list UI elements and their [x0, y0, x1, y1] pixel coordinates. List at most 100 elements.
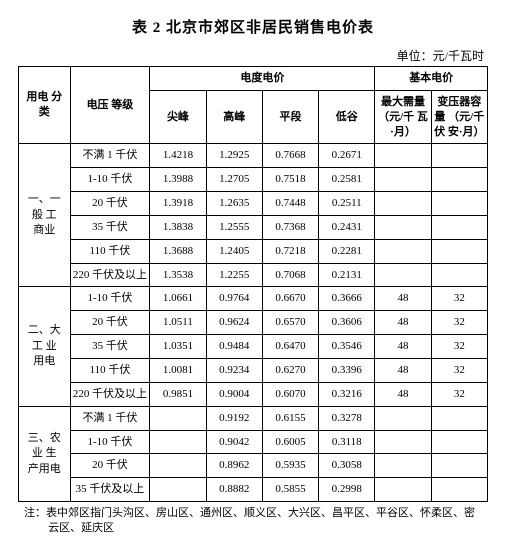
- num-cell: 0.3666: [319, 287, 375, 311]
- num-cell: 0.3546: [319, 335, 375, 359]
- num-cell: 1.2705: [206, 168, 262, 192]
- num-cell: 48: [375, 311, 431, 335]
- num-cell: [375, 192, 431, 216]
- num-cell: 32: [431, 311, 487, 335]
- category-cell-3: 三、农业 生产用电: [19, 406, 71, 501]
- table-row: 220 千伏及以上 1.3538 1.2255 0.7068 0.2131: [19, 263, 488, 287]
- num-cell: [431, 406, 487, 430]
- volt-cell: 20 千伏: [70, 311, 150, 335]
- num-cell: 0.2131: [319, 263, 375, 287]
- volt-cell: 220 千伏及以上: [70, 382, 150, 406]
- num-cell: 48: [375, 335, 431, 359]
- num-cell: 1.2255: [206, 263, 262, 287]
- page: 表 2 北京市郊区非居民销售电价表 单位：元/千瓦时 用电 分类 电压 等级 电…: [0, 0, 506, 547]
- volt-cell: 35 千伏: [70, 215, 150, 239]
- num-cell: 48: [375, 358, 431, 382]
- num-cell: 0.2431: [319, 215, 375, 239]
- num-cell: 0.2581: [319, 168, 375, 192]
- num-cell: [375, 406, 431, 430]
- num-cell: 0.7668: [262, 144, 318, 168]
- num-cell: 0.5935: [262, 454, 318, 478]
- table-row: 35 千伏 1.0351 0.9484 0.6470 0.3546 48 32: [19, 335, 488, 359]
- num-cell: 0.6070: [262, 382, 318, 406]
- num-cell: 0.7368: [262, 215, 318, 239]
- num-cell: 1.0661: [150, 287, 206, 311]
- num-cell: [431, 478, 487, 502]
- table-row: 35 千伏及以上 0.8882 0.5855 0.2998: [19, 478, 488, 502]
- num-cell: 0.9484: [206, 335, 262, 359]
- num-cell: [375, 239, 431, 263]
- hdr-energy-group: 电度电价: [150, 67, 375, 91]
- hdr-basic-group: 基本电价: [375, 67, 488, 91]
- category-cell-1: 一、一般 工商业: [19, 144, 71, 287]
- table-row: 1-10 千伏 0.9042 0.6005 0.3118: [19, 430, 488, 454]
- num-cell: 1.2555: [206, 215, 262, 239]
- num-cell: 1.3688: [150, 239, 206, 263]
- num-cell: 0.5855: [262, 478, 318, 502]
- table-row: 20 千伏 1.3918 1.2635 0.7448 0.2511: [19, 192, 488, 216]
- num-cell: 0.3278: [319, 406, 375, 430]
- num-cell: 1.3918: [150, 192, 206, 216]
- volt-cell: 不满 1 千伏: [70, 406, 150, 430]
- num-cell: 0.3058: [319, 454, 375, 478]
- hdr-flat: 平段: [262, 90, 318, 144]
- num-cell: 32: [431, 358, 487, 382]
- num-cell: 1.0511: [150, 311, 206, 335]
- num-cell: [150, 430, 206, 454]
- hdr-high: 高峰: [206, 90, 262, 144]
- hdr-voltage: 电压 等级: [70, 67, 150, 144]
- category-cell-2: 二、大工 业用电: [19, 287, 71, 406]
- volt-cell: 1-10 千伏: [70, 168, 150, 192]
- num-cell: [431, 192, 487, 216]
- num-cell: 0.3118: [319, 430, 375, 454]
- hdr-valley: 低谷: [319, 90, 375, 144]
- num-cell: 0.9764: [206, 287, 262, 311]
- num-cell: 1.2925: [206, 144, 262, 168]
- num-cell: [375, 263, 431, 287]
- hdr-peak: 尖峰: [150, 90, 206, 144]
- volt-cell: 110 千伏: [70, 358, 150, 382]
- table-row: 35 千伏 1.3838 1.2555 0.7368 0.2431: [19, 215, 488, 239]
- num-cell: 0.2671: [319, 144, 375, 168]
- num-cell: 0.6470: [262, 335, 318, 359]
- num-cell: 0.9234: [206, 358, 262, 382]
- num-cell: 32: [431, 382, 487, 406]
- num-cell: 0.3396: [319, 358, 375, 382]
- num-cell: [150, 478, 206, 502]
- num-cell: 1.3988: [150, 168, 206, 192]
- num-cell: 1.0081: [150, 358, 206, 382]
- table-row: 二、大工 业用电 1-10 千伏 1.0661 0.9764 0.6670 0.…: [19, 287, 488, 311]
- num-cell: 32: [431, 335, 487, 359]
- num-cell: 0.7448: [262, 192, 318, 216]
- num-cell: 0.6005: [262, 430, 318, 454]
- num-cell: 0.6155: [262, 406, 318, 430]
- num-cell: 0.8962: [206, 454, 262, 478]
- num-cell: 0.9004: [206, 382, 262, 406]
- num-cell: 0.9851: [150, 382, 206, 406]
- hdr-max-demand: 最大需量 （元/千 瓦·月）: [375, 90, 431, 144]
- hdr-transformer: 变压器容量 （元/千伏 安·月）: [431, 90, 487, 144]
- num-cell: 0.9192: [206, 406, 262, 430]
- table-title: 表 2 北京市郊区非居民销售电价表: [18, 16, 488, 37]
- num-cell: 48: [375, 382, 431, 406]
- num-cell: [431, 215, 487, 239]
- num-cell: 0.2281: [319, 239, 375, 263]
- num-cell: 0.7218: [262, 239, 318, 263]
- table-row: 1-10 千伏 1.3988 1.2705 0.7518 0.2581: [19, 168, 488, 192]
- volt-cell: 1-10 千伏: [70, 430, 150, 454]
- num-cell: [375, 478, 431, 502]
- volt-cell: 20 千伏: [70, 454, 150, 478]
- num-cell: [375, 215, 431, 239]
- table-row: 110 千伏 1.0081 0.9234 0.6270 0.3396 48 32: [19, 358, 488, 382]
- table-row: 三、农业 生产用电 不满 1 千伏 0.9192 0.6155 0.3278: [19, 406, 488, 430]
- volt-cell: 20 千伏: [70, 192, 150, 216]
- unit-line: 单位：元/千瓦时: [18, 47, 484, 64]
- num-cell: 0.2998: [319, 478, 375, 502]
- num-cell: 32: [431, 287, 487, 311]
- num-cell: [375, 144, 431, 168]
- num-cell: [431, 168, 487, 192]
- num-cell: 0.8882: [206, 478, 262, 502]
- header-row-1: 用电 分类 电压 等级 电度电价 基本电价: [19, 67, 488, 91]
- num-cell: 0.9042: [206, 430, 262, 454]
- num-cell: [431, 430, 487, 454]
